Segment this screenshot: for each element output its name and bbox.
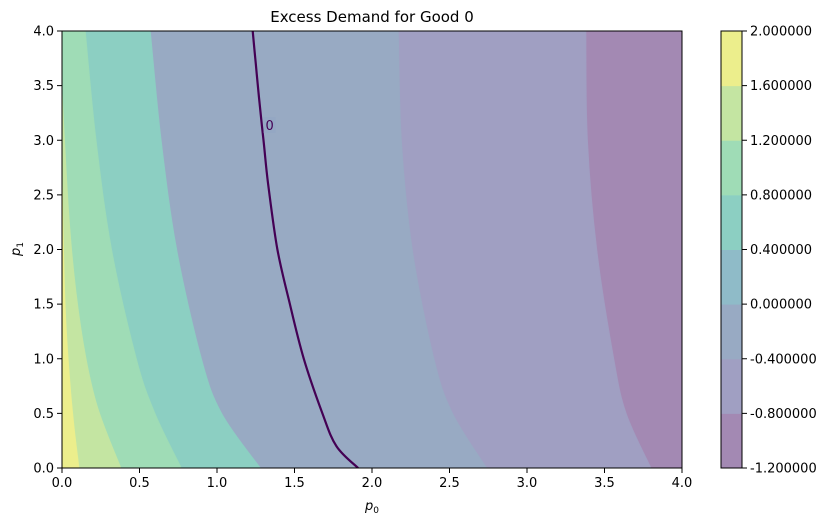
x-axis-label-base: p (364, 499, 373, 514)
colorbar-tick-label: 0.400000 (750, 243, 812, 258)
y-tick-label: 1.5 (33, 298, 54, 313)
y-tick-label: 0.5 (33, 407, 54, 422)
colorbar-band (721, 358, 742, 414)
y-tick-label: 0.0 (33, 462, 54, 477)
y-tick-label: 2.5 (33, 188, 54, 203)
y-axis-label: p1 (9, 242, 26, 257)
contour-band (62, 91, 121, 468)
colorbar-band (721, 194, 742, 250)
colorbar-band (721, 413, 742, 469)
contour-boundary (62, 178, 80, 468)
colorbar-band (721, 31, 742, 87)
y-axis-label-base: p (9, 248, 24, 257)
y-axis-label-subscript: 1 (16, 242, 26, 248)
colorbar-tick-label: 0.000000 (750, 298, 812, 313)
x-tick-label: 4.0 (672, 476, 693, 491)
colorbar-ticks: -1.200000 -0.800000 -0.400000 0.000000 0.400… (742, 25, 817, 477)
colorbar-band (721, 249, 742, 305)
zero-contour-line (251, 31, 359, 468)
x-tick-label: 1.0 (207, 476, 228, 491)
colorbar-band (721, 304, 742, 360)
contour-band (62, 178, 79, 468)
y-axis-ticks: 0.0 0.5 1.0 1.5 2.0 2.5 3.0 3.5 4.0 (33, 25, 62, 477)
y-tick-label: 3.0 (33, 134, 54, 149)
colorbar-band (721, 140, 742, 196)
x-axis-ticks: 0.0 0.5 1.0 1.5 2.0 2.5 3.0 3.5 4.0 (52, 468, 693, 491)
colorbar-band (721, 85, 742, 141)
contour-boundary (62, 91, 122, 468)
contour-boundary (397, 31, 488, 468)
colorbar-tick-label: -1.200000 (750, 462, 817, 477)
contour-bands (62, 31, 682, 468)
colorbar-tick-label: 2.000000 (750, 25, 812, 40)
x-tick-label: 2.5 (439, 476, 460, 491)
colorbar-tick-label: -0.400000 (750, 352, 817, 367)
x-tick-label: 2.0 (362, 476, 383, 491)
chart-title: Excess Demand for Good 0 (270, 8, 474, 26)
contour-boundary (84, 31, 182, 468)
x-tick-label: 3.0 (517, 476, 538, 491)
zero-contour-label: 0 (266, 119, 274, 134)
colorbar-tick-label: -0.800000 (750, 407, 817, 422)
contour-boundary (585, 31, 652, 468)
colorbar-tick-label: 1.600000 (750, 79, 812, 94)
colorbar (721, 31, 742, 469)
y-tick-label: 3.5 (33, 79, 54, 94)
zero-contour-label-background (263, 116, 276, 133)
x-tick-label: 0.0 (52, 476, 73, 491)
contour-boundaries (62, 31, 652, 468)
x-axis-label: p0 (364, 499, 379, 516)
contour-band (62, 31, 182, 468)
x-axis-label-subscript: 0 (373, 506, 379, 516)
x-tick-label: 3.5 (594, 476, 615, 491)
y-tick-label: 2.0 (33, 243, 54, 258)
y-tick-label: 1.0 (33, 352, 54, 367)
colorbar-tick-label: 1.200000 (750, 134, 812, 149)
contour-boundary (149, 31, 261, 468)
colorbar-tick-label: 0.800000 (750, 188, 812, 203)
plot-area: 0 (62, 31, 682, 468)
y-tick-label: 4.0 (33, 25, 54, 40)
x-tick-label: 0.5 (129, 476, 150, 491)
x-tick-label: 1.5 (284, 476, 305, 491)
